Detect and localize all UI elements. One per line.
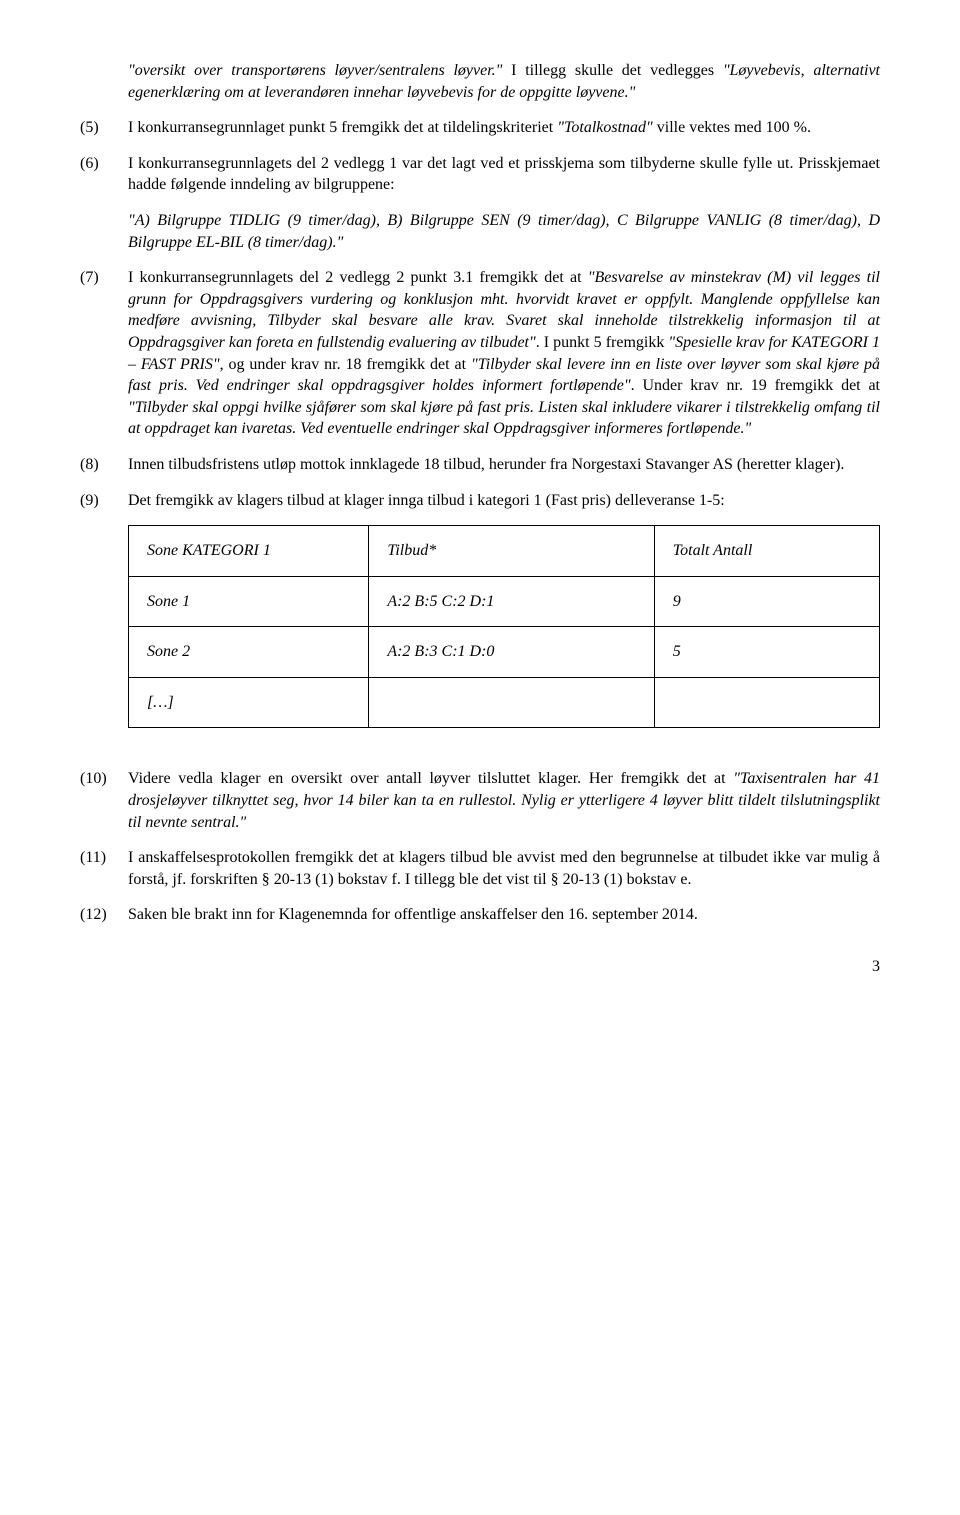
- page-number: 3: [80, 956, 880, 978]
- table-header-tilbud: Tilbud*: [369, 526, 654, 577]
- table-cell-totalt-2: 5: [654, 627, 879, 678]
- intro-text-1: I tillegg skulle det vedlegges: [511, 62, 723, 79]
- tilbud-table: Sone KATEGORI 1 Tilbud* Totalt Antall So…: [128, 525, 880, 728]
- para-11-label: (11): [80, 847, 128, 890]
- para-7-text-2: . I punkt 5 fremgikk: [536, 334, 669, 351]
- table-row: […]: [129, 677, 880, 728]
- table-cell-tilbud-1: A:2 B:5 C:2 D:1: [369, 576, 654, 627]
- para-7-text-3: , og under krav nr. 18 fremgikk det at: [220, 356, 471, 373]
- paragraph-5: (5) I konkurransegrunnlaget punkt 5 frem…: [80, 117, 880, 139]
- paragraph-11: (11) I anskaffelsesprotokollen fremgikk …: [80, 847, 880, 890]
- para-11-body: I anskaffelsesprotokollen fremgikk det a…: [128, 847, 880, 890]
- table-cell-totalt-1: 9: [654, 576, 879, 627]
- para-12-body: Saken ble brakt inn for Klagenemnda for …: [128, 904, 880, 926]
- paragraph-9: (9) Det fremgikk av klagers tilbud at kl…: [80, 490, 880, 512]
- para-5-body: I konkurransegrunnlaget punkt 5 fremgikk…: [128, 117, 880, 139]
- paragraph-8: (8) Innen tilbudsfristens utløp mottok i…: [80, 454, 880, 476]
- para-7-text-1: I konkurransegrunnlagets del 2 vedlegg 2…: [128, 269, 588, 286]
- table-header-totalt: Totalt Antall: [654, 526, 879, 577]
- para-10-body: Videre vedla klager en oversikt over ant…: [128, 768, 880, 833]
- para-5-text-2: ville vektes med 100 %.: [653, 119, 811, 136]
- para-6-body: I konkurransegrunnlagets del 2 vedlegg 1…: [128, 153, 880, 196]
- table-cell-sone-2: Sone 2: [129, 627, 369, 678]
- para-8-label: (8): [80, 454, 128, 476]
- paragraph-6-quote: "A) Bilgruppe TIDLIG (9 timer/dag), B) B…: [128, 210, 880, 253]
- para-7-body: I konkurransegrunnlagets del 2 vedlegg 2…: [128, 267, 880, 440]
- table-cell-empty-2: [654, 677, 879, 728]
- table-row: Sone 1 A:2 B:5 C:2 D:1 9: [129, 576, 880, 627]
- para-7-quote-4: "Tilbyder skal oppgi hvilke sjåfører som…: [128, 399, 880, 438]
- para-5-text-1: I konkurransegrunnlaget punkt 5 fremgikk…: [128, 119, 557, 136]
- table-cell-ellipsis: […]: [129, 677, 369, 728]
- table-row: Sone 2 A:2 B:3 C:1 D:0 5: [129, 627, 880, 678]
- para-8-body: Innen tilbudsfristens utløp mottok innkl…: [128, 454, 880, 476]
- para-12-label: (12): [80, 904, 128, 926]
- para-9-label: (9): [80, 490, 128, 512]
- para-5-quote: "Totalkostnad": [557, 119, 653, 136]
- paragraph-7: (7) I konkurransegrunnlagets del 2 vedle…: [80, 267, 880, 440]
- para-7-text-4: . Under krav nr. 19 fremgikk det at: [631, 377, 880, 394]
- table-cell-tilbud-2: A:2 B:3 C:1 D:0: [369, 627, 654, 678]
- para-6-label: (6): [80, 153, 128, 196]
- para-7-label: (7): [80, 267, 128, 440]
- para-9-body: Det fremgikk av klagers tilbud at klager…: [128, 490, 880, 512]
- table-header-sone: Sone KATEGORI 1: [129, 526, 369, 577]
- intro-paragraph: "oversikt over transportørens løyver/sen…: [128, 60, 880, 103]
- table-cell-sone-1: Sone 1: [129, 576, 369, 627]
- paragraph-12: (12) Saken ble brakt inn for Klagenemnda…: [80, 904, 880, 926]
- table-cell-empty-1: [369, 677, 654, 728]
- paragraph-10: (10) Videre vedla klager en oversikt ove…: [80, 768, 880, 833]
- table-header-row: Sone KATEGORI 1 Tilbud* Totalt Antall: [129, 526, 880, 577]
- para-10-label: (10): [80, 768, 128, 833]
- para-5-label: (5): [80, 117, 128, 139]
- paragraph-6: (6) I konkurransegrunnlagets del 2 vedle…: [80, 153, 880, 196]
- para-10-text-1: Videre vedla klager en oversikt over ant…: [128, 770, 733, 787]
- intro-quote-1: "oversikt over transportørens løyver/sen…: [128, 62, 502, 79]
